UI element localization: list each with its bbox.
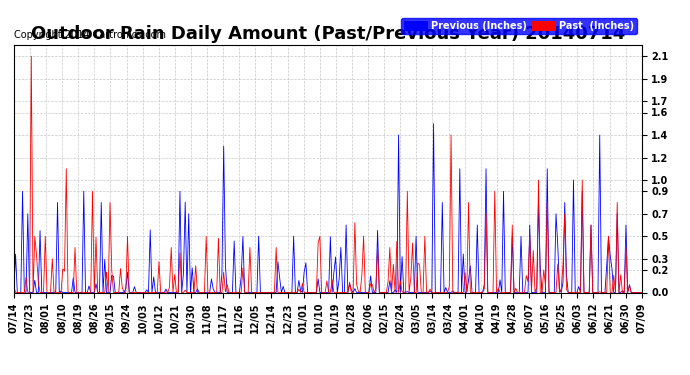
- Past  (Inches): [27, 54, 35, 58]
- Previous (Inches): [429, 122, 437, 126]
- Previous (Inches): [228, 290, 237, 295]
- Title: Outdoor Rain Daily Amount (Past/Previous Year) 20140714: Outdoor Rain Daily Amount (Past/Previous…: [30, 26, 625, 44]
- Past  (Inches): [200, 290, 208, 295]
- Previous (Inches): [284, 290, 293, 295]
- Past  (Inches): [90, 290, 99, 295]
- Past  (Inches): [606, 290, 614, 295]
- Previous (Inches): [87, 290, 95, 295]
- Previous (Inches): [10, 290, 18, 295]
- Past  (Inches): [12, 290, 20, 295]
- Past  (Inches): [10, 284, 18, 288]
- Legend: Previous (Inches), Past  (Inches): Previous (Inches), Past (Inches): [401, 18, 637, 34]
- Past  (Inches): [221, 290, 230, 294]
- Past  (Inches): [232, 290, 240, 295]
- Past  (Inches): [288, 290, 296, 295]
- Previous (Inches): [218, 272, 226, 276]
- Text: Copyright 2014 Cartronics.com: Copyright 2014 Cartronics.com: [14, 30, 166, 40]
- Line: Previous (Inches): Previous (Inches): [14, 124, 642, 292]
- Previous (Inches): [197, 290, 205, 295]
- Previous (Inches): [604, 234, 613, 238]
- Line: Past  (Inches): Past (Inches): [14, 56, 642, 292]
- Past  (Inches): [638, 290, 646, 295]
- Previous (Inches): [638, 290, 646, 295]
